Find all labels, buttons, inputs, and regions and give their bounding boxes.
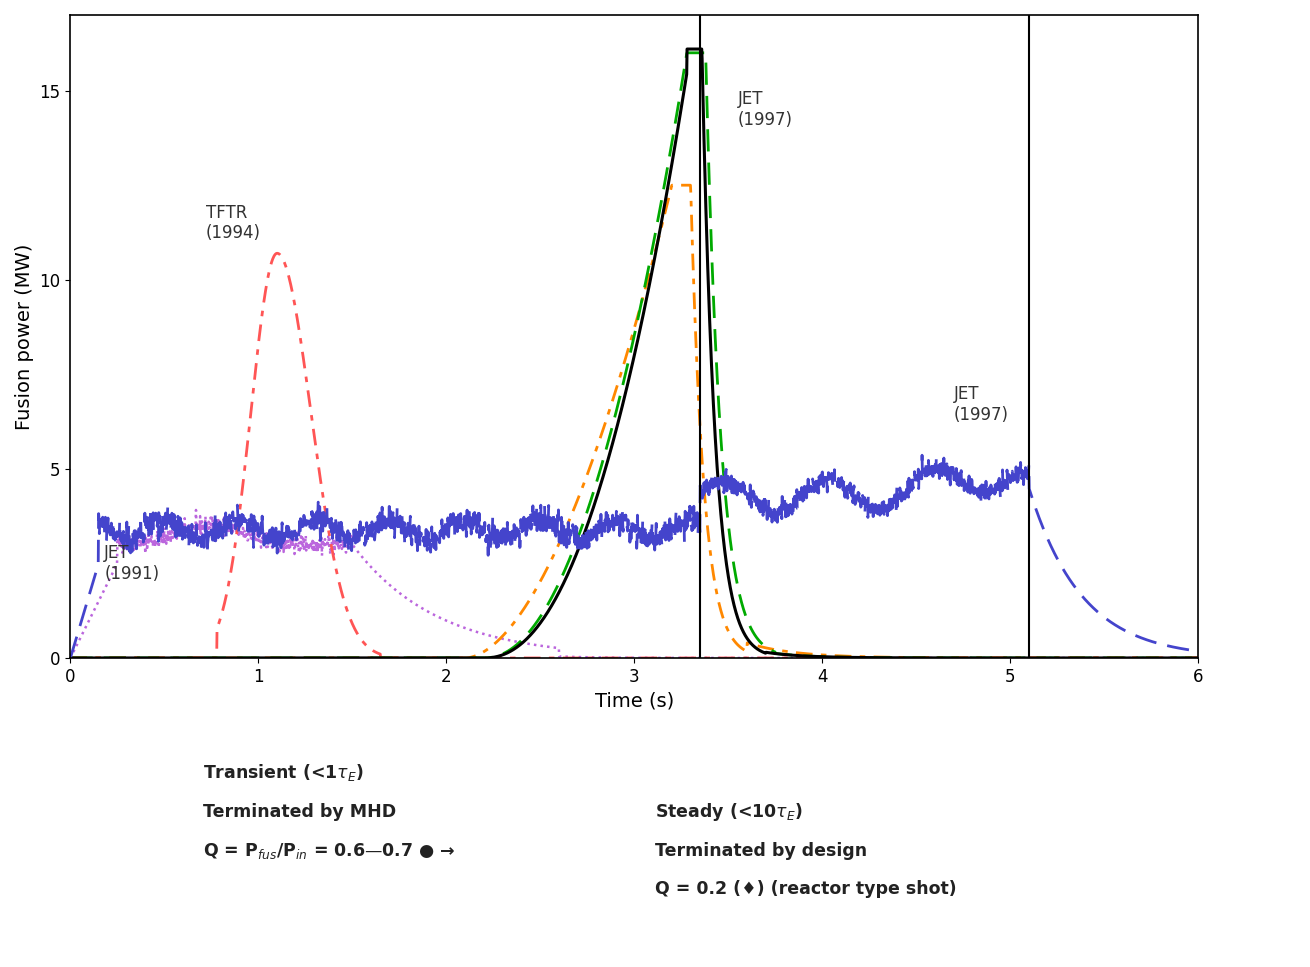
X-axis label: Time (s): Time (s) — [595, 691, 673, 710]
Text: JET
(1991): JET (1991) — [105, 544, 160, 583]
Text: Terminated by design: Terminated by design — [655, 842, 867, 860]
Y-axis label: Fusion power (MW): Fusion power (MW) — [14, 244, 34, 429]
Text: Q = 0.2 (♦) (reactor type shot): Q = 0.2 (♦) (reactor type shot) — [655, 881, 956, 898]
Text: JET
(1997): JET (1997) — [954, 385, 1009, 424]
Text: Terminated by MHD: Terminated by MHD — [203, 804, 396, 821]
Text: Transient (<1$\tau_E$): Transient (<1$\tau_E$) — [203, 762, 364, 783]
Text: Q = P$_{fus}$/P$_{in}$ = 0.6—0.7 ● →: Q = P$_{fus}$/P$_{in}$ = 0.6—0.7 ● → — [203, 840, 456, 861]
Text: JET
(1997): JET (1997) — [738, 90, 793, 129]
Text: TFTR
(1994): TFTR (1994) — [206, 204, 261, 243]
Text: Steady (<10$\tau_E$): Steady (<10$\tau_E$) — [655, 801, 803, 823]
